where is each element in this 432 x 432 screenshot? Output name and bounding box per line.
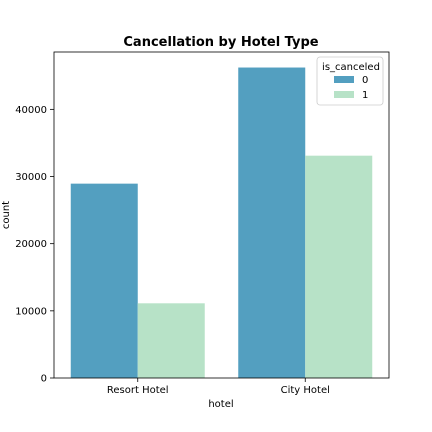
x-tick-label: Resort Hotel: [107, 385, 169, 396]
y-tick-label: 0: [41, 374, 47, 385]
y-tick-label: 10000: [15, 306, 47, 317]
bar-resort-hotel-series-1: [137, 303, 205, 378]
bar-resort-hotel-series-0: [70, 183, 138, 378]
bar-city-hotel-series-0: [238, 67, 306, 378]
y-tick-label: 40000: [15, 105, 47, 116]
bar-city-hotel-series-1: [305, 155, 373, 378]
legend-label-1: 1: [362, 90, 368, 101]
legend-swatch-0: [334, 76, 354, 83]
x-tick-label: City Hotel: [281, 385, 330, 396]
legend: is_canceled 0 1: [316, 56, 384, 106]
legend-swatch-1: [334, 91, 354, 98]
legend-label-0: 0: [362, 75, 368, 86]
y-axis-label: count: [1, 201, 12, 229]
legend-title: is_canceled: [322, 62, 380, 73]
y-tick-label: 30000: [15, 172, 47, 183]
chart-title: Cancellation by Hotel Type: [123, 35, 318, 50]
plot-frame: [53, 51, 390, 379]
y-tick-label: 20000: [15, 239, 47, 250]
x-axis-ticks: Resort Hotel City Hotel: [107, 378, 330, 396]
x-axis-label: hotel: [208, 399, 233, 410]
bars: [70, 67, 373, 378]
y-axis-ticks: 0 10000 20000 30000 40000: [15, 105, 54, 385]
